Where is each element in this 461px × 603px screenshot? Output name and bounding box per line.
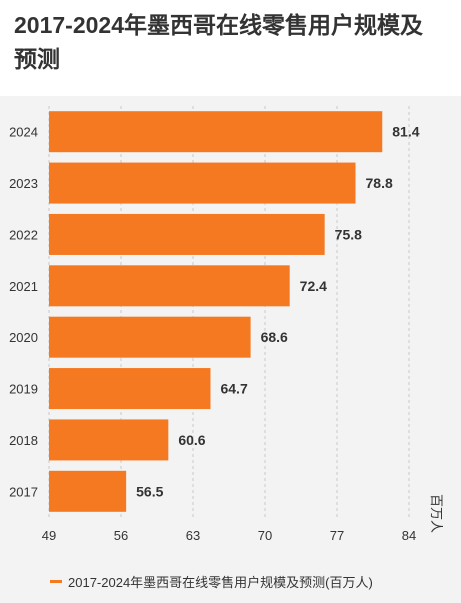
- data-label-2020: 68.6: [261, 329, 288, 345]
- bar-2020: [49, 316, 251, 358]
- x-tick-label-3: 70: [258, 528, 272, 543]
- data-label-2022: 75.8: [335, 226, 362, 242]
- bars: 81.4 78.8 75.8 72.4 68.6 64.7 60.6 56.5: [49, 111, 420, 512]
- category-label-2024: 2024: [9, 125, 38, 140]
- chart-title: 2017-2024年墨西哥在线零售用户规模及预测: [14, 12, 423, 72]
- bar-2017: [49, 470, 127, 512]
- category-label-2023: 2023: [9, 176, 38, 191]
- legend-swatch: [50, 579, 62, 583]
- data-label-2018: 60.6: [178, 432, 205, 448]
- bar-chart: 81.478.875.872.468.664.760.656.5 2024202…: [9, 106, 444, 543]
- category-label-2018: 2018: [9, 433, 38, 448]
- x-tick-label-0: 49: [42, 528, 56, 543]
- bar-2023: [49, 162, 356, 204]
- x-tick-label-5: 84: [402, 528, 416, 543]
- bar-2021: [49, 265, 290, 307]
- data-label-2019: 64.7: [220, 381, 247, 397]
- bar-2018: [49, 419, 169, 461]
- bar-2019: [49, 368, 211, 410]
- data-label-2021: 72.4: [300, 278, 327, 294]
- data-label-2024: 81.4: [392, 124, 419, 140]
- category-label-2022: 2022: [9, 227, 38, 242]
- header: 2017-2024年墨西哥在线零售用户规模及预测: [0, 0, 461, 96]
- data-label-2023: 78.8: [366, 175, 393, 191]
- bar-2022: [49, 213, 325, 255]
- category-label-2017: 2017: [9, 484, 38, 499]
- x-tick-label-1: 56: [114, 528, 128, 543]
- category-label-2021: 2021: [9, 279, 38, 294]
- x-tick-label-4: 77: [330, 528, 344, 543]
- x-tick-label-2: 63: [186, 528, 200, 543]
- legend: 2017-2024年墨西哥在线零售用户规模及预测(百万人): [50, 571, 373, 591]
- x-tick-labels: 49 56 63 70 77 84: [42, 528, 416, 543]
- category-label-2019: 2019: [9, 382, 38, 397]
- category-label-2020: 2020: [9, 330, 38, 345]
- category-labels: 2024 2023 2022 2021 2020 2019 2018 2017: [9, 125, 38, 500]
- data-label-2017: 56.5: [136, 483, 163, 499]
- legend-label: 2017-2024年墨西哥在线零售用户规模及预测(百万人): [68, 574, 373, 590]
- x-axis-unit-label: 百万人: [429, 494, 444, 533]
- bar-2024: [49, 111, 383, 153]
